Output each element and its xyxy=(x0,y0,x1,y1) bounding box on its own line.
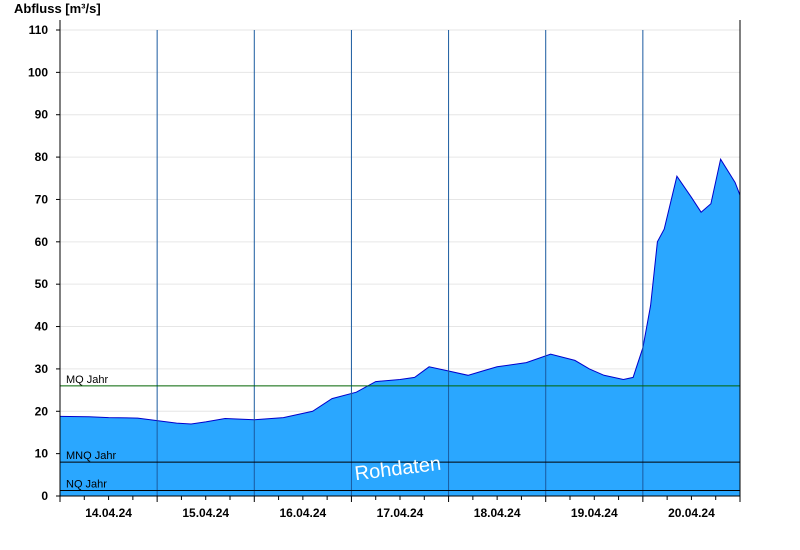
axes xyxy=(56,20,741,502)
x-tick-label: 20.04.24 xyxy=(668,506,715,520)
y-tick-label: 0 xyxy=(41,489,48,503)
y-tick-label: 100 xyxy=(28,65,48,79)
x-tick-label: 18.04.24 xyxy=(474,506,521,520)
y-tick-label: 90 xyxy=(35,108,49,122)
x-tick-label: 19.04.24 xyxy=(571,506,618,520)
y-axis-title: Abfluss [m³/s] xyxy=(14,1,101,16)
y-tick-label: 110 xyxy=(29,23,49,37)
reference-label: NQ Jahr xyxy=(66,478,107,490)
y-tick-label: 80 xyxy=(35,150,49,164)
y-tick-label: 40 xyxy=(35,320,49,334)
reference-lines: MQ Jahr MNQ Jahr NQ Jahr xyxy=(60,374,740,491)
x-tick-label: 15.04.24 xyxy=(182,506,229,520)
grid xyxy=(60,29,740,455)
reference-label: MQ Jahr xyxy=(66,374,109,386)
day-separators xyxy=(156,30,644,496)
y-tick-label: 30 xyxy=(35,362,49,376)
y-tick-label: 60 xyxy=(35,235,49,249)
x-tick-label: 14.04.24 xyxy=(85,506,132,520)
y-tick-label: 10 xyxy=(35,447,49,461)
reference-label: MNQ Jahr xyxy=(66,450,116,462)
y-tick-label: 70 xyxy=(35,192,49,206)
y-tick-label: 50 xyxy=(35,277,49,291)
x-tick-label: 17.04.24 xyxy=(377,506,424,520)
tick-labels: 0 10 20 30 40 50 60 70 80 90 100 110 14.04.24 15.04.2… xyxy=(28,23,715,520)
discharge-line xyxy=(59,157,741,425)
y-tick-label: 20 xyxy=(35,404,49,418)
discharge-area xyxy=(60,159,740,496)
plot-area xyxy=(59,157,741,496)
x-tick-label: 16.04.24 xyxy=(279,506,326,520)
